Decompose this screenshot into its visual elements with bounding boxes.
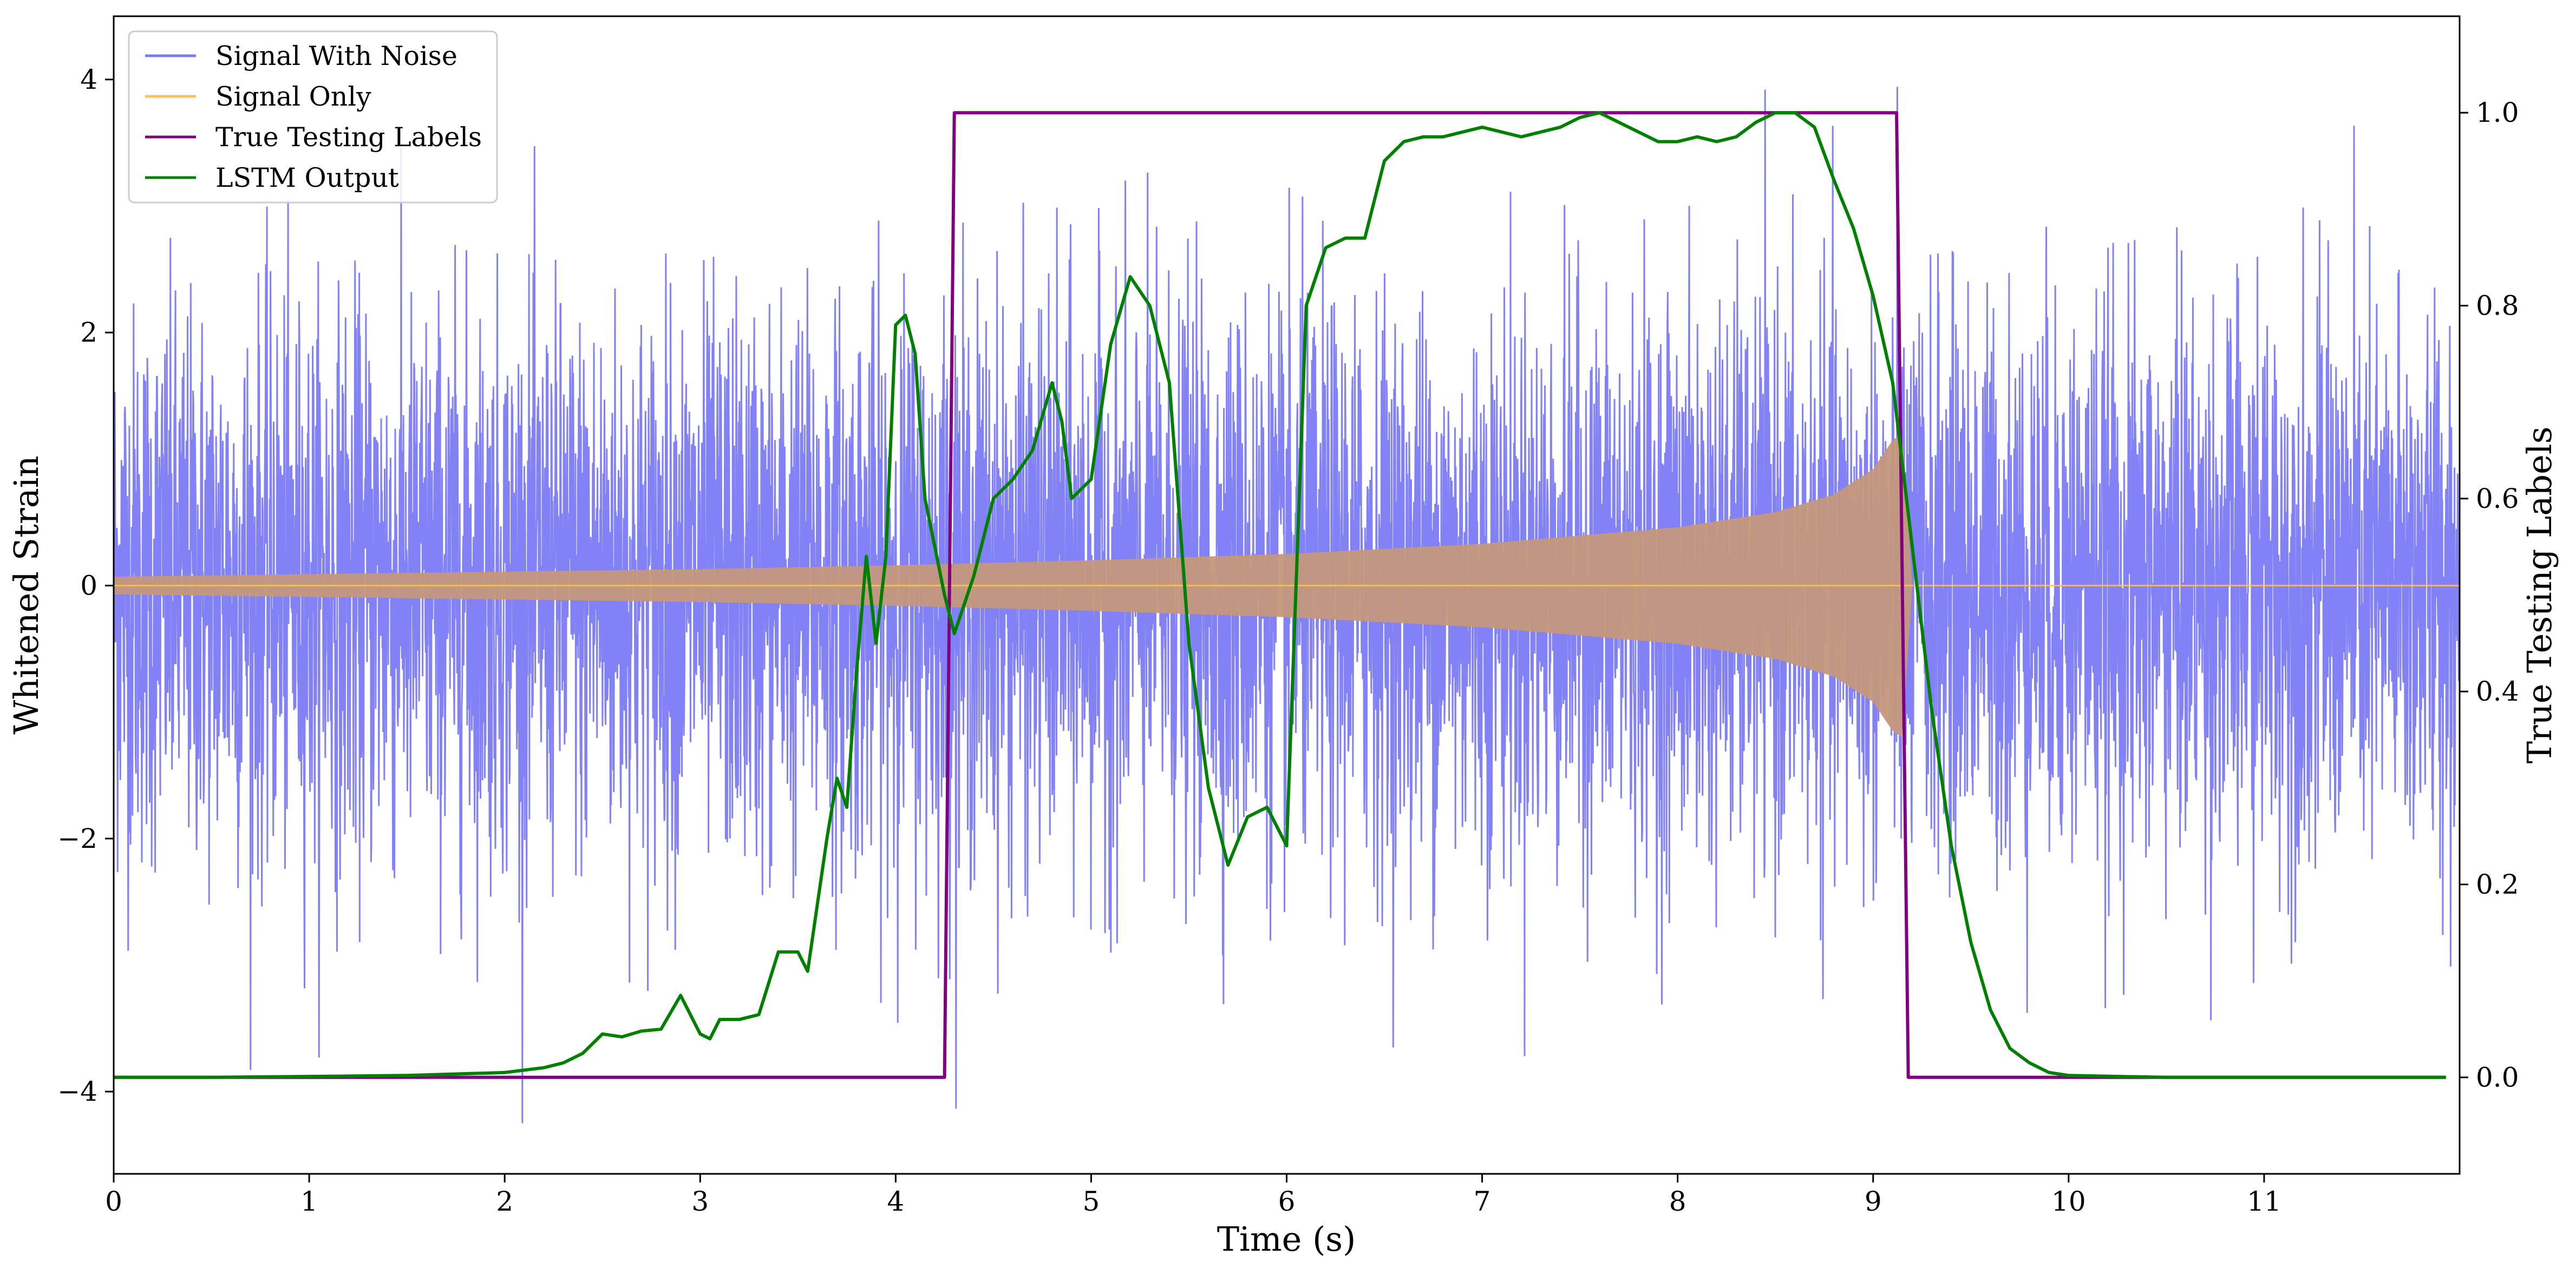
legend-label-signal-only: Signal Only: [215, 81, 371, 112]
y-axis-ticks: −4 −2 0 2 4: [57, 64, 114, 1107]
y-tick-label: −2: [57, 823, 97, 854]
x-tick-label: 5: [1083, 1186, 1100, 1217]
y2-axis-title: True Testing Labels: [2520, 427, 2559, 764]
x-tick-label: 6: [1278, 1186, 1296, 1217]
y2-tick-label: 0.0: [2476, 1062, 2519, 1093]
series-signal-with-noise: [114, 87, 2460, 1123]
x-axis-ticks: 0 1 2 3 4 5 6 7 8 9 10 11: [105, 1174, 2281, 1217]
x-axis-title: Time (s): [1217, 1219, 1356, 1259]
plot-series: [114, 87, 2460, 1123]
x-tick-label: 4: [887, 1186, 904, 1217]
y2-tick-label: 0.6: [2476, 483, 2519, 514]
x-tick-label: 0: [105, 1186, 122, 1217]
legend: Signal With Noise Signal Only True Testi…: [128, 30, 498, 204]
x-tick-label: 10: [2051, 1186, 2086, 1217]
x-tick-label: 8: [1669, 1186, 1686, 1217]
y2-tick-label: 0.2: [2476, 869, 2519, 900]
series-true-testing-labels: [114, 111, 2446, 1079]
legend-box: [128, 30, 498, 204]
x-tick-label: 7: [1474, 1186, 1491, 1217]
y-tick-label: −4: [57, 1076, 97, 1107]
y-axis-title: Whitened Strain: [6, 456, 46, 735]
x-tick-label: 2: [496, 1186, 513, 1217]
x-tick-label: 3: [691, 1186, 709, 1217]
y-tick-label: 0: [80, 570, 97, 601]
legend-label-signal-with-noise: Signal With Noise: [215, 41, 457, 71]
y2-tick-label: 0.4: [2476, 676, 2519, 707]
series-lstm-output: [114, 111, 2446, 1079]
y2-tick-label: 0.8: [2476, 290, 2519, 322]
legend-label-lstm-output: LSTM Output: [215, 162, 399, 193]
y-tick-label: 2: [80, 317, 97, 348]
x-tick-label: 1: [300, 1186, 318, 1217]
y2-tick-label: 1.0: [2476, 97, 2519, 128]
y-tick-label: 4: [80, 64, 97, 95]
x-tick-label: 9: [1865, 1186, 1882, 1217]
x-tick-label: 11: [2247, 1186, 2281, 1217]
y2-axis-ticks: 0.0 0.2 0.4 0.6 0.8 1.0: [2460, 97, 2519, 1093]
legend-label-true-testing-labels: True Testing Labels: [215, 122, 482, 153]
